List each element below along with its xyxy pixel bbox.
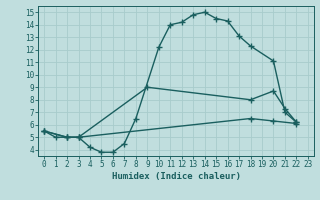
X-axis label: Humidex (Indice chaleur): Humidex (Indice chaleur): [111, 172, 241, 181]
